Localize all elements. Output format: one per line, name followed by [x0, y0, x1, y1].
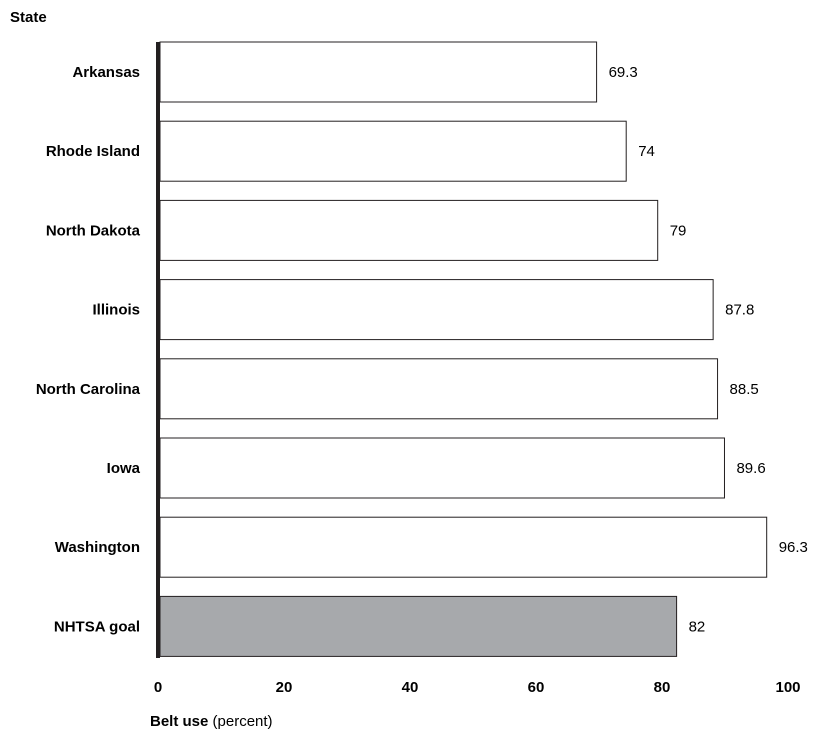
bar-illinois — [159, 279, 714, 341]
x-tick-60: 60 — [528, 679, 545, 696]
x-axis-title: Belt use (percent) — [150, 713, 273, 730]
category-label-washington: Washington — [55, 539, 140, 556]
bars-group — [159, 41, 768, 657]
value-label-north-dakota: 79 — [670, 222, 687, 239]
bar-arkansas — [159, 41, 598, 103]
x-tick-80: 80 — [654, 679, 671, 696]
value-label-illinois: 87.8 — [725, 302, 754, 319]
value-label-rhode-island: 74 — [638, 143, 655, 160]
x-axis-title-bold: Belt use — [150, 713, 208, 730]
x-tick-100: 100 — [775, 679, 800, 696]
bar-north-carolina — [159, 358, 719, 420]
category-labels: Arkansas Rhode Island North Dakota Illinois… — [36, 64, 141, 635]
x-tick-40: 40 — [402, 679, 419, 696]
category-label-north-dakota: North Dakota — [46, 222, 141, 239]
category-label-north-carolina: North Carolina — [36, 381, 141, 398]
value-label-north-carolina: 88.5 — [730, 381, 759, 398]
value-label-arkansas: 69.3 — [609, 64, 638, 81]
bar-north-dakota — [159, 199, 659, 261]
x-tick-labels: 0 20 40 60 80 100 — [154, 679, 801, 696]
value-label-washington: 96.3 — [779, 539, 808, 556]
value-label-nhtsa-goal: 82 — [689, 618, 706, 635]
category-label-iowa: Iowa — [107, 460, 141, 477]
bar-washington — [159, 516, 768, 578]
x-axis-title-rest: (percent) — [208, 713, 272, 730]
x-tick-0: 0 — [154, 679, 162, 696]
bar-nhtsa-goal — [159, 595, 678, 657]
category-label-arkansas: Arkansas — [72, 64, 140, 81]
bar-iowa — [159, 437, 725, 499]
category-label-rhode-island: Rhode Island — [46, 143, 140, 160]
bar-rhode-island — [159, 120, 627, 182]
value-label-iowa: 89.6 — [736, 460, 765, 477]
value-labels: 69.3 74 79 87.8 88.5 89.6 96.3 82 — [609, 64, 808, 635]
y-axis-title: State — [10, 9, 47, 26]
category-label-illinois: Illinois — [92, 302, 140, 319]
category-label-nhtsa-goal: NHTSA goal — [54, 618, 140, 635]
x-tick-20: 20 — [276, 679, 293, 696]
y-axis-line — [156, 42, 160, 658]
